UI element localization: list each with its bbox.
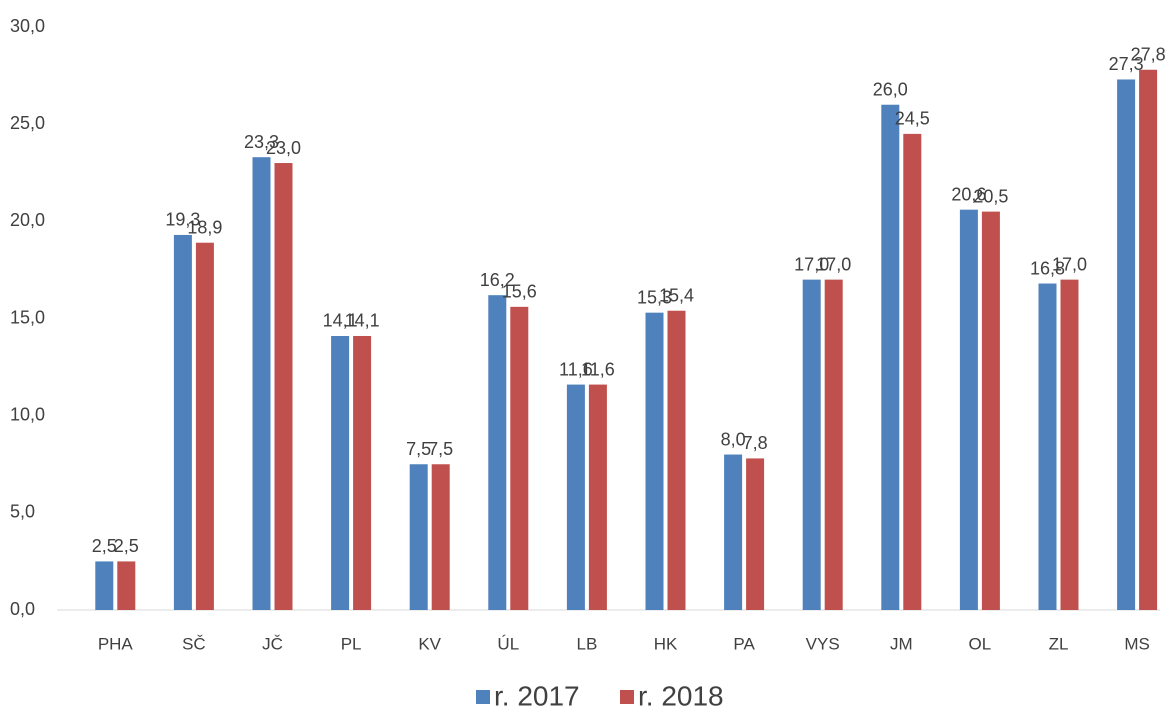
bar bbox=[1117, 79, 1136, 611]
data-label: 19,3 bbox=[165, 210, 200, 230]
data-label: 11,6 bbox=[581, 359, 615, 379]
data-label: 20,5 bbox=[973, 186, 1008, 206]
data-label: 7,8 bbox=[743, 433, 768, 453]
x-tick-label: PHA bbox=[98, 634, 134, 653]
bar bbox=[353, 335, 372, 610]
data-label: 24,5 bbox=[895, 109, 930, 129]
legend-swatch bbox=[476, 690, 490, 704]
y-tick-label: 30,0 bbox=[10, 16, 45, 36]
x-tick-label: PL bbox=[341, 634, 362, 653]
data-label: 17,0 bbox=[1052, 254, 1087, 274]
data-label: 18,9 bbox=[187, 217, 222, 237]
x-tick-label: JČ bbox=[262, 634, 283, 653]
bar bbox=[173, 234, 192, 611]
bar bbox=[645, 312, 664, 610]
y-tick-label: 20,0 bbox=[10, 210, 45, 230]
x-tick-label: OL bbox=[969, 634, 992, 653]
data-label: 11,6 bbox=[559, 359, 593, 379]
bar bbox=[881, 104, 900, 610]
bar bbox=[331, 335, 350, 610]
y-tick-label: 0,0 bbox=[10, 599, 35, 619]
bar bbox=[274, 163, 293, 611]
data-label: 15,4 bbox=[659, 285, 694, 305]
data-label: 26,0 bbox=[873, 79, 908, 99]
x-tick-label: ÚL bbox=[497, 634, 519, 653]
data-label: 2,5 bbox=[92, 536, 117, 556]
bar bbox=[667, 310, 686, 610]
data-label: 8,0 bbox=[721, 429, 746, 449]
x-tick-label: SČ bbox=[182, 634, 206, 653]
bar bbox=[95, 561, 114, 610]
x-tick-label: MS bbox=[1124, 634, 1150, 653]
bar bbox=[959, 209, 978, 610]
y-tick-label: 10,0 bbox=[10, 404, 45, 424]
data-label: 27,8 bbox=[1131, 45, 1166, 65]
bar bbox=[117, 561, 136, 610]
x-tick-label: LB bbox=[577, 634, 598, 653]
y-tick-label: 25,0 bbox=[10, 113, 45, 133]
bar bbox=[409, 464, 428, 610]
bar bbox=[431, 464, 450, 610]
y-tick-label: 5,0 bbox=[10, 502, 35, 522]
data-label: 16,8 bbox=[1030, 258, 1065, 278]
bar bbox=[566, 384, 585, 610]
x-tick-label: VYS bbox=[806, 634, 840, 653]
bar bbox=[1060, 279, 1079, 610]
legend-swatch bbox=[620, 690, 634, 704]
bar bbox=[746, 458, 765, 610]
bar bbox=[824, 279, 843, 610]
x-tick-label: PA bbox=[733, 634, 755, 653]
data-label: 14,1 bbox=[345, 311, 380, 331]
data-label: 15,6 bbox=[502, 282, 537, 302]
data-label: 14,1 bbox=[323, 311, 358, 331]
x-tick-label: JM bbox=[890, 634, 913, 653]
data-label: 17,0 bbox=[794, 254, 829, 274]
data-label: 7,5 bbox=[406, 439, 431, 459]
bar bbox=[981, 211, 1000, 610]
data-label: 15,3 bbox=[637, 287, 672, 307]
x-tick-label: HK bbox=[654, 634, 678, 653]
bar bbox=[252, 157, 271, 610]
data-label: 27,3 bbox=[1109, 54, 1144, 74]
y-tick-label: 15,0 bbox=[10, 307, 45, 327]
data-label: 7,5 bbox=[428, 439, 453, 459]
data-label: 17,0 bbox=[816, 254, 851, 274]
x-tick-label: ZL bbox=[1049, 634, 1069, 653]
data-label: 16,2 bbox=[480, 270, 515, 290]
bar bbox=[903, 133, 922, 610]
bar bbox=[802, 279, 821, 610]
x-tick-label: KV bbox=[418, 634, 441, 653]
data-label: 20,6 bbox=[951, 184, 986, 204]
bar bbox=[724, 454, 743, 610]
bar bbox=[510, 306, 529, 610]
data-label: 23,0 bbox=[266, 138, 301, 158]
bar bbox=[1139, 69, 1158, 610]
bar bbox=[1038, 283, 1057, 610]
bar bbox=[588, 384, 607, 610]
data-label: 23,3 bbox=[244, 132, 279, 152]
legend-label: r. 2018 bbox=[638, 680, 724, 711]
data-label: 2,5 bbox=[114, 536, 139, 556]
bar bbox=[195, 242, 214, 610]
bar bbox=[488, 295, 507, 610]
legend-label: r. 2017 bbox=[494, 680, 580, 711]
